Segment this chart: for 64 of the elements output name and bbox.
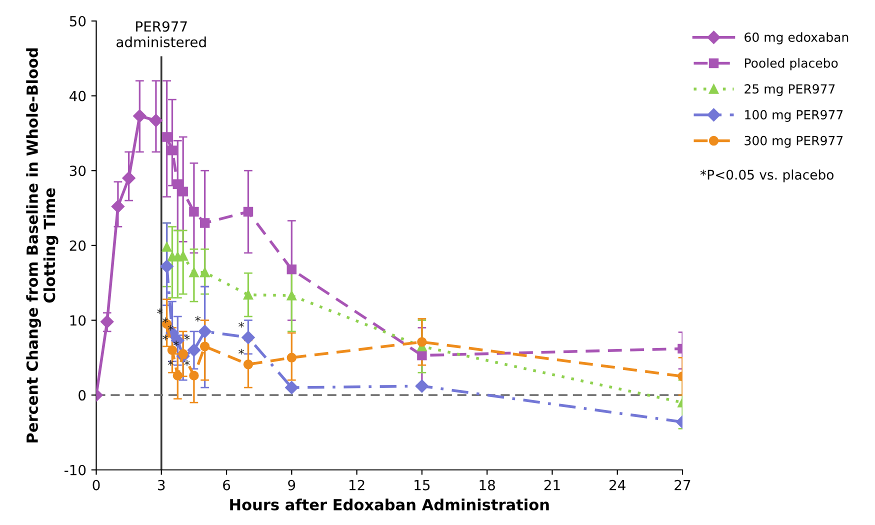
point <box>417 337 427 347</box>
point <box>189 206 199 217</box>
point <box>243 360 254 370</box>
point <box>178 349 188 359</box>
point <box>286 264 297 274</box>
point <box>286 352 297 363</box>
annotation: * <box>238 322 244 328</box>
point <box>243 290 254 300</box>
x-tick-label: 9 <box>288 480 296 490</box>
point <box>198 324 212 338</box>
text: *P<0.05 vs. placebo <box>700 169 834 182</box>
x-tick-label: 15 <box>414 480 430 490</box>
point <box>200 218 210 228</box>
point <box>149 114 163 128</box>
point <box>160 260 174 273</box>
x-tick-label: 12 <box>349 480 364 490</box>
legend-label: 25 mg PER977 <box>744 84 835 96</box>
point <box>167 146 178 156</box>
annotation: * <box>184 360 190 366</box>
point <box>133 109 146 123</box>
y-tick-label: 30 <box>70 166 86 176</box>
x-tick-label: 18 <box>480 480 495 490</box>
point <box>122 172 136 185</box>
x-tick-label: 0 <box>92 480 100 490</box>
x-tick-label: 6 <box>223 480 230 490</box>
x-tick-label: 3 <box>158 480 165 490</box>
y-tick-label: -10 <box>64 464 86 476</box>
point <box>100 315 114 328</box>
y-tick-label: 10 <box>70 315 86 326</box>
legend-label: Pooled placebo <box>744 58 838 70</box>
legend-label: 100 mg PER977 <box>745 110 843 122</box>
y-tick-label: 40 <box>70 90 86 102</box>
point <box>242 330 255 344</box>
point <box>286 290 297 300</box>
x-axis-title: Hours after Edoxaban Administration <box>230 498 549 510</box>
y-axis-title: Percent Change from Baseline in Whole-Blood Clotting Time <box>26 48 58 442</box>
annotation: * <box>238 348 244 355</box>
point <box>415 379 429 393</box>
annotation: * <box>173 340 179 346</box>
point <box>200 268 210 278</box>
point <box>189 268 199 278</box>
y-tick-label: 0 <box>78 390 86 401</box>
x-tick-label: 24 <box>610 480 626 490</box>
x-tick-label: 27 <box>674 480 690 490</box>
annotation: * <box>184 334 190 340</box>
point <box>285 380 298 394</box>
point <box>187 344 201 357</box>
legend-label: 300 mg PER977 <box>744 136 843 148</box>
x-tick-label: 21 <box>544 480 560 490</box>
point <box>243 206 254 217</box>
point <box>162 242 172 252</box>
legend-label: 60 mg edoxaban <box>744 32 848 44</box>
point <box>178 186 188 196</box>
ref-line-label: PER977 administered <box>116 21 206 48</box>
y-tick-label: 20 <box>70 240 86 251</box>
point <box>111 200 125 214</box>
point <box>172 370 183 380</box>
point <box>189 370 199 380</box>
point <box>167 345 178 356</box>
annotation: * <box>195 316 201 322</box>
point <box>162 132 172 142</box>
point <box>417 350 427 360</box>
y-tick-label: 50 <box>70 16 86 26</box>
point <box>200 342 210 352</box>
